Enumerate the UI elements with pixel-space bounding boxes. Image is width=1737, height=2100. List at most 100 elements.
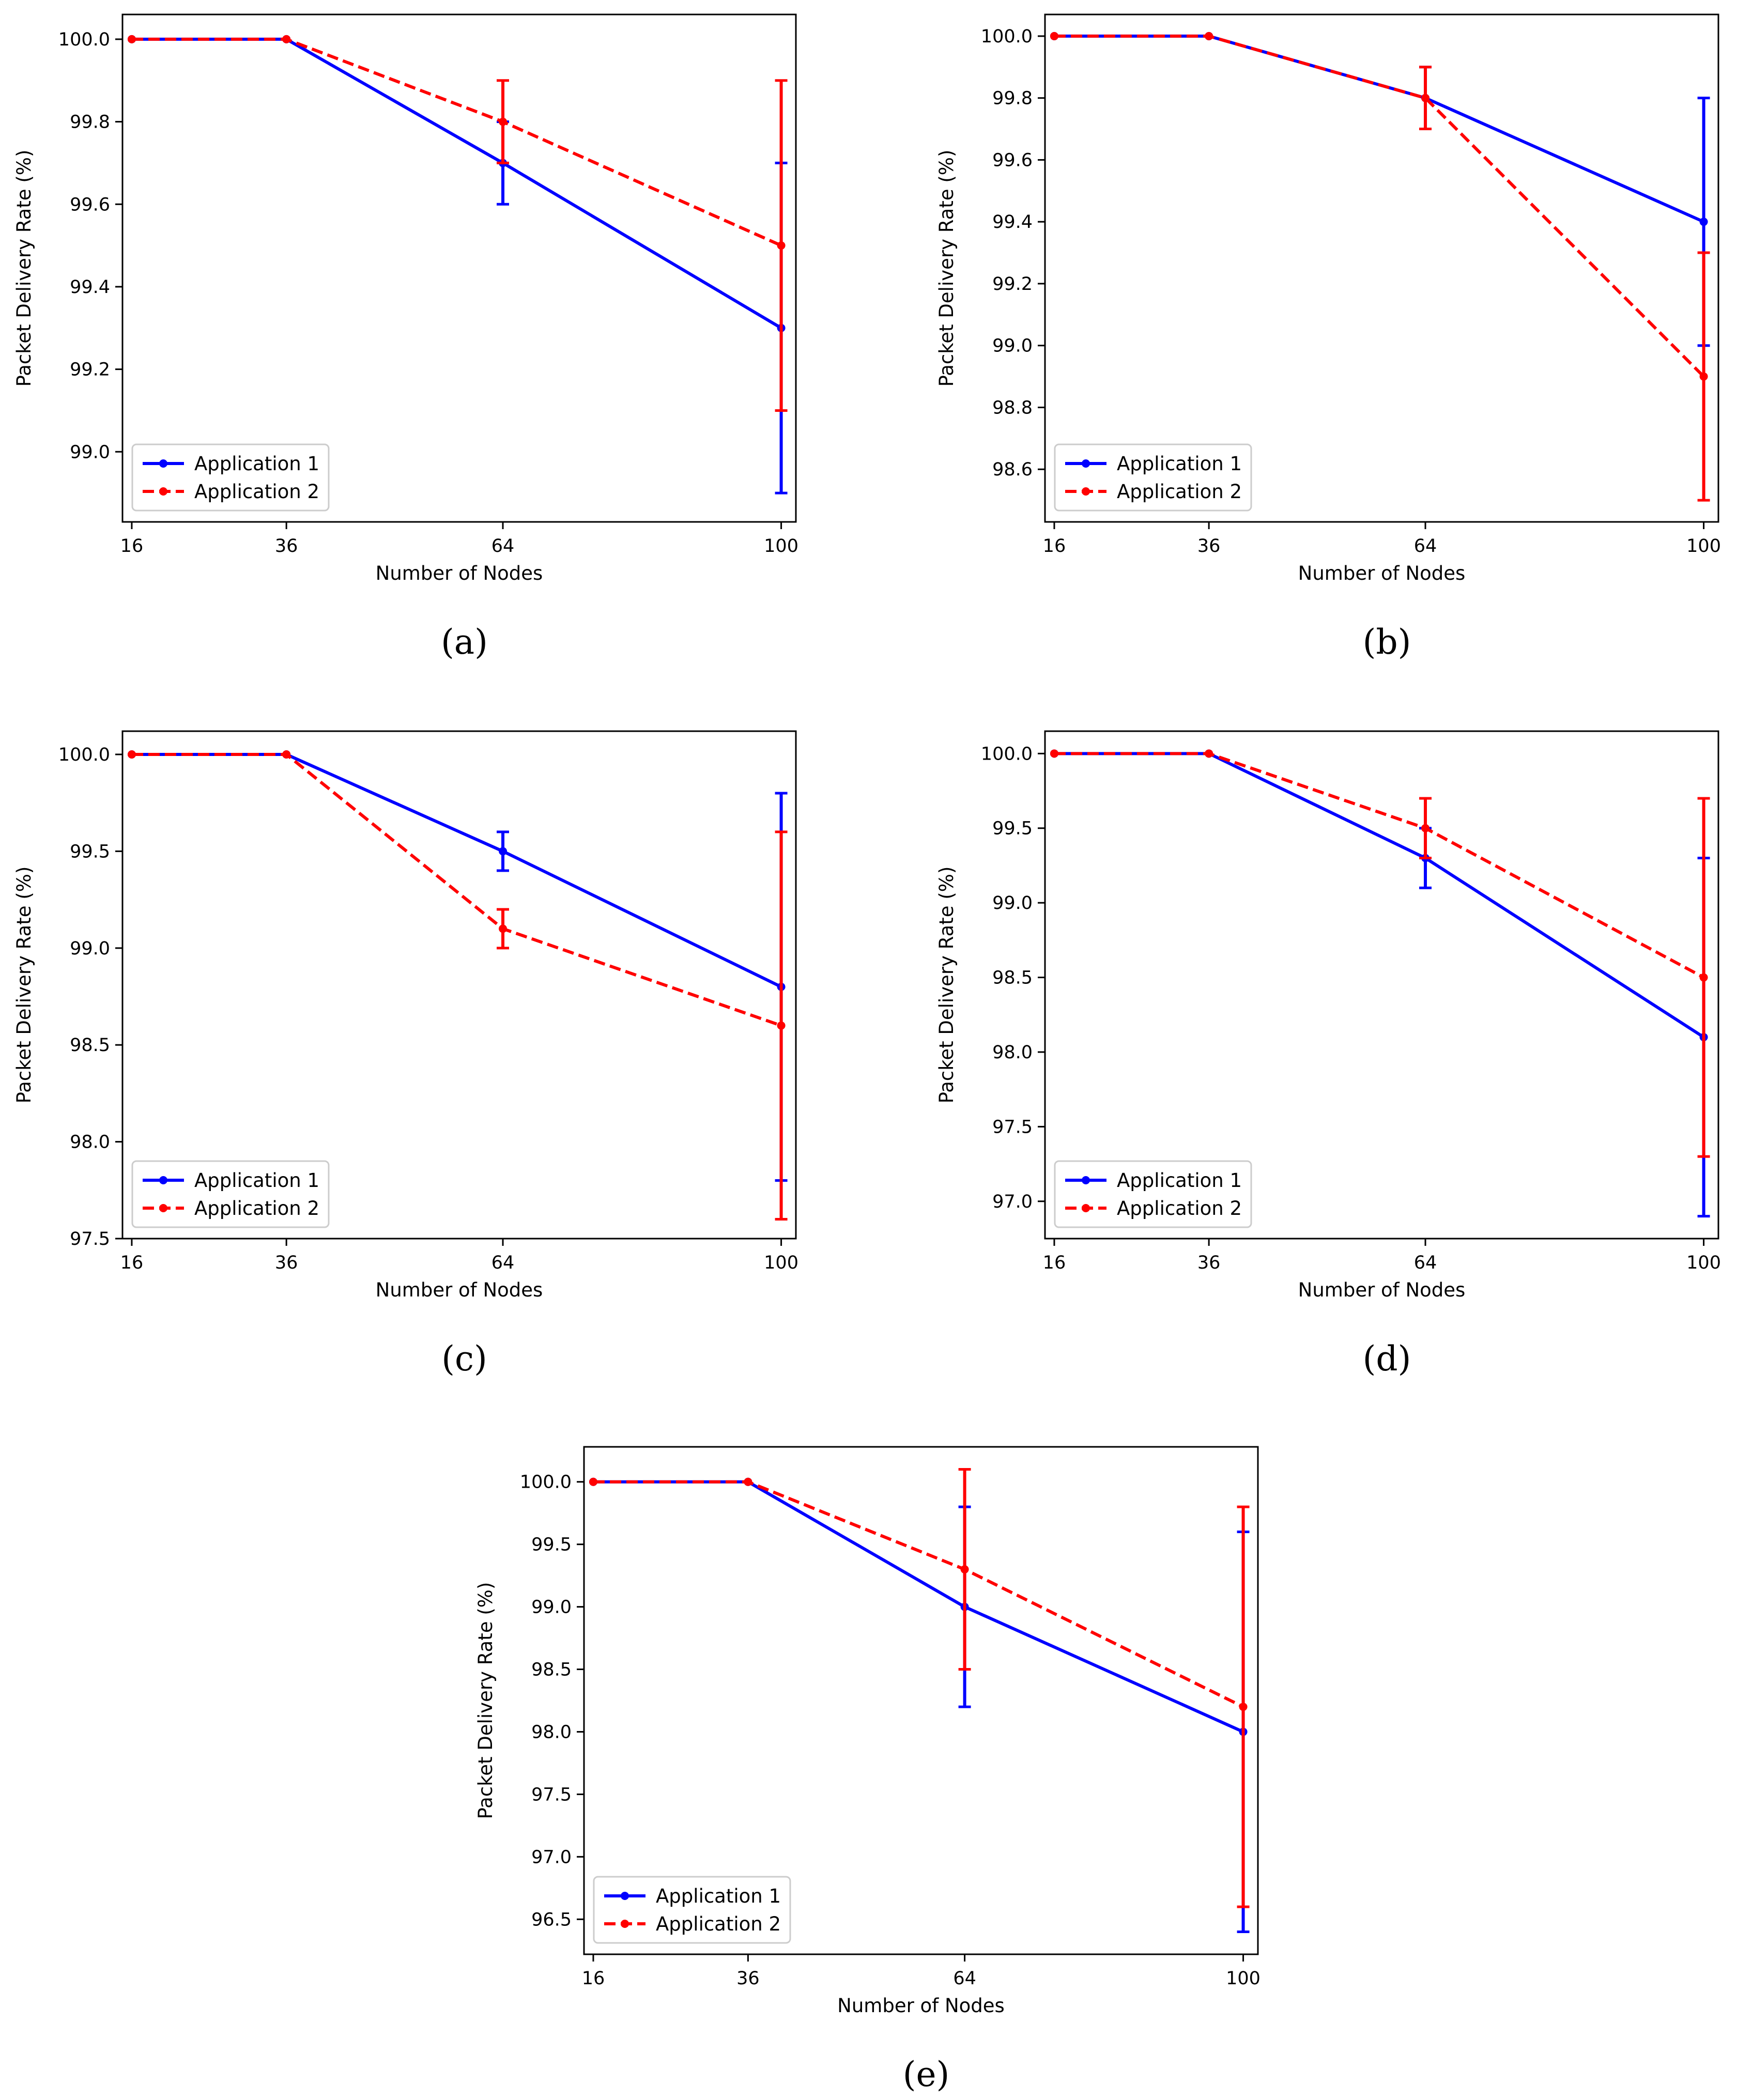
series-line xyxy=(131,752,782,989)
legend-marker xyxy=(159,1204,167,1212)
y-tick-label: 98.0 xyxy=(531,1722,572,1742)
x-tick-label: 36 xyxy=(736,1968,760,1989)
data-point xyxy=(960,1565,969,1574)
y-tick-label: 100.0 xyxy=(981,26,1033,47)
series-2 xyxy=(1050,32,1710,502)
y-tick-label: 97.5 xyxy=(992,1117,1033,1137)
series-line xyxy=(1054,34,1704,223)
series-line xyxy=(1054,752,1705,1039)
y-tick-label: 97.0 xyxy=(992,1192,1033,1212)
data-point xyxy=(777,1021,786,1030)
series-line xyxy=(131,37,782,247)
legend-box xyxy=(1054,1160,1252,1228)
legend-label: Application 2 xyxy=(656,1913,781,1935)
data-point xyxy=(589,1477,597,1486)
legend-label: Application 2 xyxy=(1117,1197,1242,1219)
axes-frame xyxy=(1044,13,1719,523)
legend: Application 1 Application 2 xyxy=(1054,1160,1252,1228)
chart-panel-d: 97.0 97.5 98.0 98.5 99.0 99.5 100.0 16 36 64 100 Nu… xyxy=(935,730,1721,1379)
x-axis-label: Number of Nodes xyxy=(837,1995,1005,2017)
y-tick-label: 98.8 xyxy=(992,397,1033,418)
data-point xyxy=(1205,32,1213,40)
legend-box xyxy=(593,1876,791,1944)
panel-caption: (c) xyxy=(441,1339,487,1379)
y-tick-label: 99.5 xyxy=(531,1535,572,1555)
y-tick-label: 98.5 xyxy=(70,1035,110,1056)
panel-caption: (d) xyxy=(1363,1339,1411,1379)
data-point xyxy=(1050,749,1058,758)
y-tick-label: 96.5 xyxy=(531,1909,572,1930)
x-tick-label: 100 xyxy=(1226,1968,1261,1989)
data-point xyxy=(499,847,508,856)
x-tick-label: 36 xyxy=(1197,1253,1221,1273)
series-line xyxy=(1054,34,1705,378)
data-point xyxy=(282,750,291,759)
legend-marker xyxy=(1082,1176,1090,1184)
y-tick-label: 99.6 xyxy=(70,194,110,215)
data-point xyxy=(1421,94,1430,102)
legend: Application 1 Application 2 xyxy=(131,443,330,512)
data-point xyxy=(1239,1703,1248,1711)
y-tick-label: 98.5 xyxy=(992,968,1033,989)
data-point xyxy=(1421,824,1430,832)
legend-marker xyxy=(1082,459,1090,468)
legend-marker xyxy=(159,1176,167,1184)
data-point xyxy=(499,117,508,126)
panel-caption: (e) xyxy=(903,2055,950,2094)
panel-caption: (a) xyxy=(441,622,488,662)
series-line xyxy=(131,752,782,1027)
data-point xyxy=(777,241,786,250)
x-tick-label: 100 xyxy=(764,1253,798,1273)
axes-frame xyxy=(121,730,797,1240)
y-tick-label: 100.0 xyxy=(981,744,1033,764)
legend-marker xyxy=(159,487,167,496)
y-axis-label: Packet Delivery Rate (%) xyxy=(13,867,35,1104)
legend-marker xyxy=(159,459,167,468)
data-point xyxy=(282,35,291,43)
series-1 xyxy=(1050,749,1710,1218)
y-tick-label: 97.5 xyxy=(70,1229,110,1249)
axes-frame xyxy=(1044,730,1719,1240)
y-tick-label: 99.8 xyxy=(70,112,110,133)
data-point xyxy=(1699,973,1708,982)
x-tick-label: 64 xyxy=(491,536,515,557)
y-tick-label: 99.2 xyxy=(70,360,110,380)
data-point xyxy=(1050,32,1058,40)
x-tick-label: 16 xyxy=(1043,536,1066,557)
legend-box xyxy=(131,443,330,512)
series-1 xyxy=(1050,32,1710,347)
x-tick-label: 16 xyxy=(1043,1253,1066,1273)
x-tick-label: 36 xyxy=(275,536,298,557)
y-tick-label: 99.5 xyxy=(992,819,1033,839)
series-line xyxy=(131,37,782,330)
x-tick-label: 36 xyxy=(275,1253,298,1273)
series-2 xyxy=(127,750,788,1221)
data-point xyxy=(744,1477,752,1486)
y-tick-label: 100.0 xyxy=(520,1472,572,1493)
x-axis-label: Number of Nodes xyxy=(1298,562,1466,584)
series-2 xyxy=(1050,749,1710,1158)
axes-frame xyxy=(583,1446,1259,1955)
y-axis-label: Packet Delivery Rate (%) xyxy=(13,150,35,387)
chart-panel-b: 98.6 98.8 99.0 99.2 99.4 99.6 99.8 100.0 16 36 64 1… xyxy=(935,13,1721,662)
y-tick-label: 97.0 xyxy=(531,1847,572,1867)
x-tick-label: 64 xyxy=(491,1253,515,1273)
x-tick-label: 64 xyxy=(1414,536,1437,557)
legend-box xyxy=(131,1160,330,1228)
y-axis-label: Packet Delivery Rate (%) xyxy=(935,150,958,387)
x-tick-label: 100 xyxy=(1686,1253,1721,1273)
x-tick-label: 100 xyxy=(764,536,798,557)
y-axis-label: Packet Delivery Rate (%) xyxy=(935,867,958,1104)
y-tick-label: 99.4 xyxy=(70,277,110,298)
y-tick-label: 99.0 xyxy=(992,336,1033,357)
legend-marker xyxy=(1082,1204,1090,1212)
y-tick-label: 98.6 xyxy=(992,459,1033,480)
data-point xyxy=(499,924,508,933)
legend-label: Application 1 xyxy=(1117,453,1242,475)
y-tick-label: 99.8 xyxy=(992,88,1033,109)
chart-panel-e: 96.5 97.0 97.5 98.0 98.5 99.0 99.5 100.0 16 36 64 1… xyxy=(474,1446,1261,2094)
y-tick-label: 99.2 xyxy=(992,274,1033,295)
legend-label: Application 1 xyxy=(194,1169,319,1192)
x-tick-label: 16 xyxy=(120,536,144,557)
